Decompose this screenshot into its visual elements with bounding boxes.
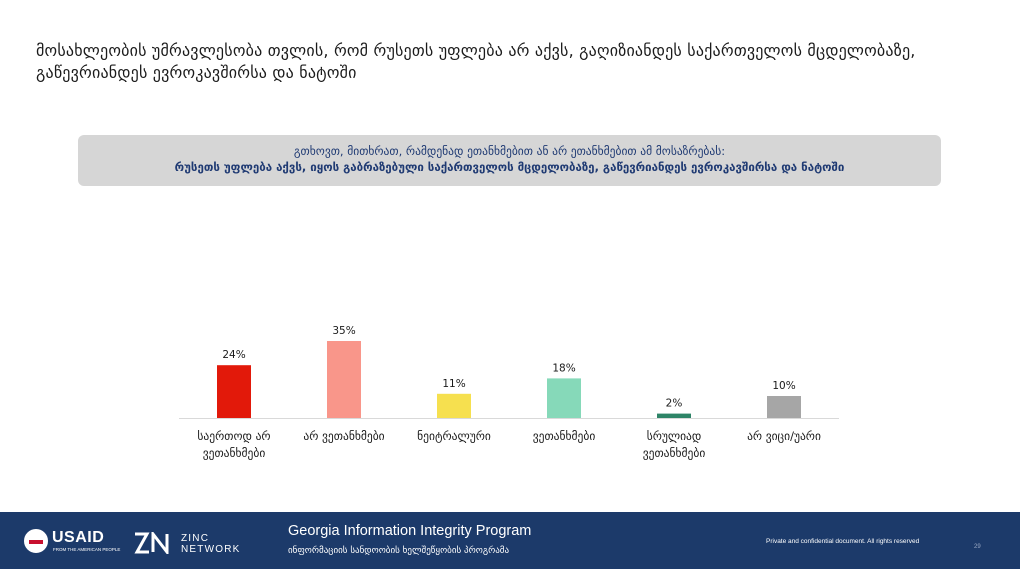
zinc-line-1: ZINC (181, 533, 210, 544)
zinc-wordmark: ZINC NETWORK (181, 533, 241, 555)
category-label-4: ვეთანხმები (533, 429, 596, 443)
category-label-5: სრულიად ვეთანხმები (643, 429, 706, 460)
confidential-notice: Private and confidential document. All r… (766, 538, 920, 545)
question-box: გთხოვთ, მითხრათ, რამდენად ეთანხმებით ან … (78, 135, 941, 186)
program-title: Georgia Information Integrity Program (288, 523, 532, 539)
slide-title: მოსახლეობის უმრავლესობა თვლის, რომ რუსეთ… (36, 41, 916, 82)
bar-5 (657, 413, 691, 418)
usaid-tagline: FROM THE AMERICAN PEOPLE (53, 547, 121, 552)
bar-2 (327, 341, 361, 418)
bar-value-label-5: 2% (666, 398, 683, 410)
bar-value-label-3: 11% (442, 378, 465, 390)
category-label-6: არ ვიცი/უარი (747, 429, 821, 443)
page-number: 29 (974, 544, 981, 550)
footer: USAID FROM THE AMERICAN PEOPLE ZINC NETW… (0, 512, 1020, 569)
usaid-logo: USAID FROM THE AMERICAN PEOPLE (24, 529, 120, 553)
bar-4 (547, 378, 581, 418)
bar-3 (437, 393, 471, 418)
bar-value-label-6: 10% (772, 380, 795, 392)
question-statement: რუსეთს უფლება აქვს, იყოს გაბრაზებული საქ… (174, 160, 845, 174)
bar-value-label-1: 24% (222, 349, 245, 361)
bar-value-label-2: 35% (332, 325, 355, 337)
bar-6 (767, 396, 801, 418)
usaid-wordmark: USAID (52, 529, 105, 546)
category-label-1: საერთოდ არ ვეთანხმები (197, 429, 270, 460)
bar-1 (217, 365, 251, 418)
zinc-line-2: NETWORK (181, 544, 241, 555)
bar-value-label-4: 18% (552, 362, 575, 374)
category-label-2: არ ვეთანხმები (303, 429, 384, 443)
bar-chart: 24% საერთოდ არ ვეთანხმები 35% არ ვეთანხმები 1… (179, 325, 839, 460)
usaid-seal-icon (24, 529, 48, 553)
zinc-mark-icon (134, 532, 169, 554)
category-label-3: ნეიტრალური (417, 429, 491, 443)
program-subtitle: ინფორმაციის სანდოობის ხელშეწყობის პროგრა… (288, 546, 510, 556)
zinc-network-logo: ZINC NETWORK (133, 532, 253, 556)
question-prompt: გთხოვთ, მითხრათ, რამდენად ეთანხმებით ან … (293, 144, 726, 158)
